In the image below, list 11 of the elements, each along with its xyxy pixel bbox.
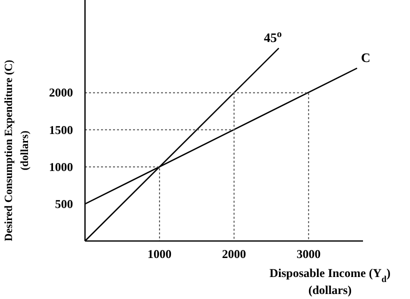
series-label: 45$^{o}$ xyxy=(264,28,282,46)
y-tick-label: 2000 xyxy=(49,86,73,100)
y-axis-title: Desired Consumption Expenditure (C) (dollars) xyxy=(3,59,31,242)
x-tick-label: 3000 xyxy=(296,247,321,261)
x-tick-label: 2000 xyxy=(222,247,246,261)
x-tick-label: 1000 xyxy=(148,247,172,261)
y-tick-label: 500 xyxy=(55,196,73,211)
series-label: C xyxy=(361,50,370,66)
text: Disposable Income (Y$_{d}$) (dollars) xyxy=(269,266,391,297)
y-tick-label: 1500 xyxy=(49,122,73,137)
y-tick-label: 1000 xyxy=(49,160,73,174)
